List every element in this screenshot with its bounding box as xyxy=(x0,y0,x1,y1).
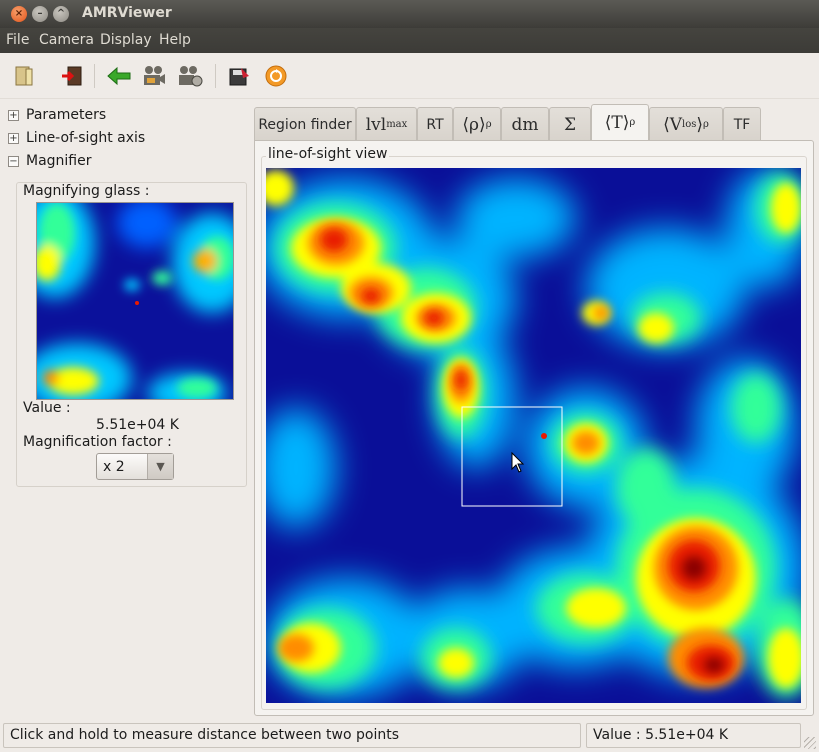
open-folder-icon[interactable] xyxy=(11,63,37,89)
tab-sigma[interactable]: Σ xyxy=(549,107,591,141)
tree-label: Magnifier xyxy=(26,153,92,169)
magnification-factor-label: Magnification factor : xyxy=(23,434,172,450)
value-label: Value : xyxy=(23,400,71,416)
back-arrow-icon[interactable] xyxy=(106,63,132,89)
line-of-sight-group xyxy=(261,156,807,710)
tab-label-sub: ρ xyxy=(703,119,709,130)
tab-label: ⟩ xyxy=(696,114,704,135)
tab-label: Σ xyxy=(563,114,577,135)
menu-bar: File Camera Display Help xyxy=(0,28,819,53)
tab-label: ⟨V xyxy=(663,114,683,135)
magnifier-value: 5.51e+04 K xyxy=(96,417,179,433)
title-bar: × – ^ AMRViewer xyxy=(0,0,819,28)
tab-tf[interactable]: TF xyxy=(723,107,761,141)
tab-label-sub: los xyxy=(682,119,697,130)
line-of-sight-view[interactable] xyxy=(266,168,801,703)
camera-settings-icon[interactable] xyxy=(177,63,203,89)
magnification-factor-value: x 2 xyxy=(103,459,125,475)
tab-temperature[interactable]: ⟨T⟩ ρ xyxy=(591,104,649,140)
tab-label-sub: ρ xyxy=(629,117,636,128)
line-of-sight-title: line-of-sight view xyxy=(266,146,390,162)
tab-label: ⟨ρ⟩ xyxy=(462,114,486,135)
menu-file[interactable]: File xyxy=(6,32,30,48)
window-title: AMRViewer xyxy=(82,5,172,21)
tree-label: Line-of-sight axis xyxy=(26,130,146,146)
tab-vlos[interactable]: ⟨V los ⟩ ρ xyxy=(649,107,723,141)
refresh-icon[interactable] xyxy=(263,63,289,89)
tab-rt[interactable]: RT xyxy=(417,107,453,141)
status-message: Click and hold to measure distance betwe… xyxy=(3,723,581,748)
menu-help[interactable]: Help xyxy=(159,32,191,48)
tab-label: TF xyxy=(733,116,751,133)
camera-icon[interactable] xyxy=(141,63,167,89)
tab-label-sub: ρ xyxy=(485,119,492,130)
tree-label: Parameters xyxy=(26,107,107,123)
tab-dm[interactable]: dm xyxy=(501,107,549,141)
tab-label: Region finder xyxy=(258,116,352,133)
expand-icon[interactable]: + xyxy=(8,109,19,121)
tree-item-magnifier[interactable]: − Magnifier xyxy=(8,151,92,171)
status-value: Value : 5.51e+04 K xyxy=(586,723,801,748)
toolbar xyxy=(0,53,819,99)
tab-label: ⟨T⟩ xyxy=(604,112,630,133)
maximize-window-button[interactable]: ^ xyxy=(53,6,69,22)
tree-item-line-of-sight-axis[interactable]: + Line-of-sight axis xyxy=(8,128,145,148)
menu-display[interactable]: Display xyxy=(100,32,152,48)
tab-label: dm xyxy=(511,114,539,135)
tab-lvlmax[interactable]: lvl max xyxy=(356,107,417,141)
exit-icon[interactable] xyxy=(59,63,85,89)
close-window-button[interactable]: × xyxy=(11,6,27,22)
chevron-down-icon[interactable]: ▼ xyxy=(147,454,173,479)
tree-item-parameters[interactable]: + Parameters xyxy=(8,105,106,125)
expand-icon[interactable]: + xyxy=(8,132,19,144)
magnification-factor-select[interactable]: x 2 ▼ xyxy=(96,453,174,480)
tab-region-finder[interactable]: Region finder xyxy=(254,107,356,141)
collapse-icon[interactable]: − xyxy=(8,155,19,167)
menu-camera[interactable]: Camera xyxy=(39,32,94,48)
minimize-window-button[interactable]: – xyxy=(32,6,48,22)
magnifier-title: Magnifying glass : xyxy=(23,183,150,199)
tab-label: RT xyxy=(426,116,444,133)
save-icon[interactable] xyxy=(227,63,253,89)
resize-grip-icon[interactable] xyxy=(804,737,816,749)
tab-density[interactable]: ⟨ρ⟩ ρ xyxy=(453,107,501,141)
tab-label-sub: max xyxy=(386,119,408,130)
magnified-image xyxy=(36,202,234,400)
magnifier-panel xyxy=(16,182,247,487)
tab-label: lvl xyxy=(365,114,387,135)
